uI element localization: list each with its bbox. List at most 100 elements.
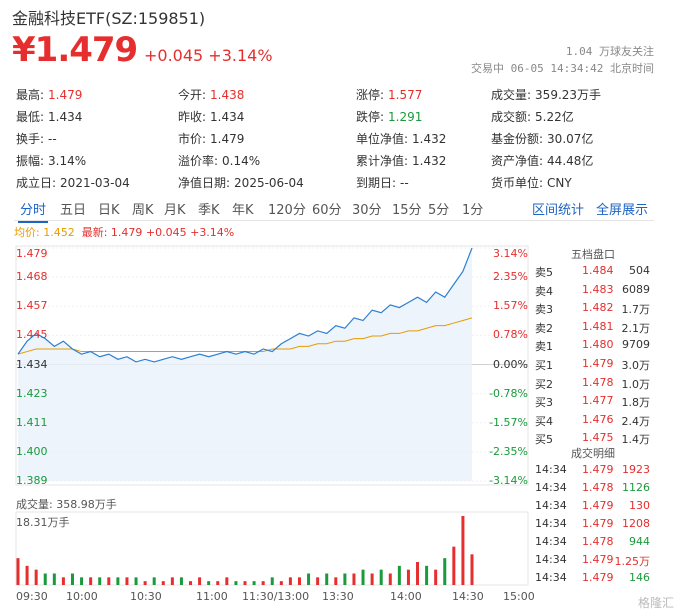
deal-price: 1.479 xyxy=(582,499,614,512)
x-tick: 15:00 xyxy=(503,590,535,603)
volume-bar xyxy=(461,516,465,585)
quote-value: 1.434 xyxy=(210,110,245,124)
quote-item: 跌停: 1.291 xyxy=(356,108,422,125)
deal-volume: 1208 xyxy=(622,517,650,530)
order-volume: 9709 xyxy=(622,338,650,352)
tab-12[interactable]: 5分 xyxy=(428,203,450,218)
trade-status: 交易中 06-05 14:34:42 北京时间 xyxy=(471,62,654,75)
quote-item: 市价: 1.479 xyxy=(178,130,244,147)
volume-bar xyxy=(370,573,374,585)
volume-bar xyxy=(288,577,292,585)
quote-label: 最高: xyxy=(16,88,45,102)
quote-item: 货币单位: CNY xyxy=(491,174,572,191)
order-label: 买2 xyxy=(535,377,553,391)
tab-5[interactable]: 月K xyxy=(164,203,186,218)
tab-13[interactable]: 1分 xyxy=(462,203,484,218)
quote-value: 0.14% xyxy=(222,154,261,168)
tab-2[interactable]: 五日 xyxy=(60,203,87,218)
quote-label: 市价: xyxy=(178,132,207,146)
price-area xyxy=(18,248,472,481)
x-tick: 10:30 xyxy=(130,590,162,603)
deal-price: 1.479 xyxy=(582,553,614,566)
tab-10[interactable]: 30分 xyxy=(352,203,382,218)
quote-value: 1.432 xyxy=(412,132,447,146)
tab-1[interactable]: 分时 xyxy=(17,199,49,223)
deal-price: 1.478 xyxy=(582,481,614,494)
quote-item: 今开: 1.438 xyxy=(178,86,244,103)
quote-value: 2025-06-04 xyxy=(234,176,304,190)
order-price: 1.477 xyxy=(582,394,614,408)
fullscreen-link[interactable]: 全屏展示 xyxy=(596,203,649,218)
x-tick: 09:30 xyxy=(16,590,48,603)
quote-label: 换手: xyxy=(16,132,45,146)
tab-6[interactable]: 季K xyxy=(198,203,220,218)
order-price: 1.478 xyxy=(582,375,614,389)
follower-count: 1.04 万球友关注 xyxy=(565,45,654,58)
tab-8[interactable]: 120分 xyxy=(268,203,306,218)
quote-value: 30.07亿 xyxy=(547,132,594,146)
quote-value: -- xyxy=(48,132,57,146)
volume-bar xyxy=(161,581,165,585)
deal-price: 1.479 xyxy=(582,517,614,530)
volume-bar xyxy=(234,581,238,585)
order-price: 1.481 xyxy=(582,319,614,333)
page-title: 金融科技ETF(SZ:159851) xyxy=(12,9,206,28)
quote-item: 资产净值: 44.48亿 xyxy=(491,152,593,169)
x-tick: 11:00 xyxy=(196,590,228,603)
deal-time: 14:34 xyxy=(535,553,567,566)
order-label: 卖1 xyxy=(535,340,553,354)
volume-bar xyxy=(198,577,202,585)
tab-11[interactable]: 15分 xyxy=(392,203,422,218)
y-tick-left: 1.434 xyxy=(16,357,48,371)
current-price: ¥1.479 xyxy=(12,30,138,70)
tab-3[interactable]: 日K xyxy=(98,203,120,218)
y-tick-right: 0.00% xyxy=(493,357,528,371)
tab-7[interactable]: 年K xyxy=(232,203,254,218)
tab-9[interactable]: 60分 xyxy=(312,203,342,218)
volume-bar xyxy=(179,577,183,585)
deal-time: 14:34 xyxy=(535,535,567,548)
quote-label: 昨收: xyxy=(178,110,207,124)
quote-label: 跌停: xyxy=(356,110,385,124)
deal-time: 14:34 xyxy=(535,517,567,530)
order-price: 1.476 xyxy=(582,412,614,426)
deal-volume: 1923 xyxy=(622,463,650,476)
quote-label: 成交量: xyxy=(491,88,532,102)
y-tick-left: 1.457 xyxy=(16,299,48,313)
quote-value: 1.577 xyxy=(388,88,423,102)
quote-label: 货币单位: xyxy=(491,176,544,190)
volume-bar xyxy=(452,546,456,585)
volume-bar xyxy=(134,577,138,585)
deal-volume: 944 xyxy=(629,535,650,548)
range-stats-link[interactable]: 区间统计 xyxy=(532,203,585,218)
tab-4[interactable]: 周K xyxy=(132,203,154,218)
order-volume: 1.0万 xyxy=(621,377,651,391)
quote-label: 成交额: xyxy=(491,110,532,124)
deal-volume: 1.25万 xyxy=(614,555,651,568)
quote-item: 溢价率: 0.14% xyxy=(178,152,260,169)
y-tick-left: 1.389 xyxy=(16,474,48,487)
quote-label: 今开: xyxy=(178,88,207,102)
y-tick-right: 3.14% xyxy=(493,247,528,260)
quote-value: 44.48亿 xyxy=(547,154,594,168)
volume-bar xyxy=(89,577,93,585)
quote-label: 累计净值: xyxy=(356,154,409,168)
quote-item: 最高: 1.479 xyxy=(16,86,82,103)
volume-bar xyxy=(425,565,429,585)
y-tick-left: 1.411 xyxy=(16,415,48,429)
y-tick-right: -2.35% xyxy=(489,444,528,458)
quote-value: 1.434 xyxy=(48,110,83,124)
order-volume: 1.4万 xyxy=(621,433,651,447)
quote-value: CNY xyxy=(547,176,572,190)
quote-label: 最低: xyxy=(16,110,45,124)
order-label: 卖3 xyxy=(535,303,553,317)
x-tick: 10:00 xyxy=(66,590,98,603)
volume-bar xyxy=(152,577,156,585)
quote-item: 单位净值: 1.432 xyxy=(356,130,446,147)
deal-price: 1.479 xyxy=(582,463,614,476)
quote-label: 资产净值: xyxy=(491,154,544,168)
order-volume: 2.1万 xyxy=(621,321,651,335)
x-tick: 11:30/13:00 xyxy=(242,590,310,603)
order-price: 1.475 xyxy=(582,431,614,445)
deal-volume: 146 xyxy=(629,571,650,584)
